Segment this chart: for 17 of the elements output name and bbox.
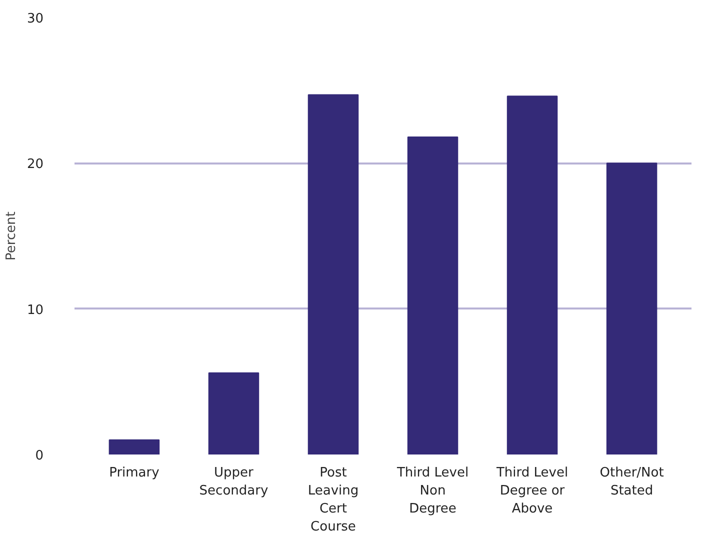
y-tick-label: 30 [26,12,44,26]
x-tick-label: Primary [109,466,160,480]
bar [606,162,658,454]
y-tick-label: 20 [26,157,44,172]
x-tick-label: Post Leaving Cert Course [308,466,359,534]
x-tick-label: Third Level Degree or Above [495,466,568,516]
bar [308,94,359,454]
bar [506,96,558,454]
bar [407,136,458,454]
x-tick-label: Third Level Non Degree [396,466,469,516]
y-tick-label: 10 [26,302,44,318]
x-tick-label: Upper Secondary [199,466,268,498]
bar [108,439,160,454]
y-axis-title: Percent [4,212,19,260]
x-tick-label: Other/Not Stated [600,466,664,498]
y-tick-label: 0 [35,448,44,464]
bar [208,372,260,454]
